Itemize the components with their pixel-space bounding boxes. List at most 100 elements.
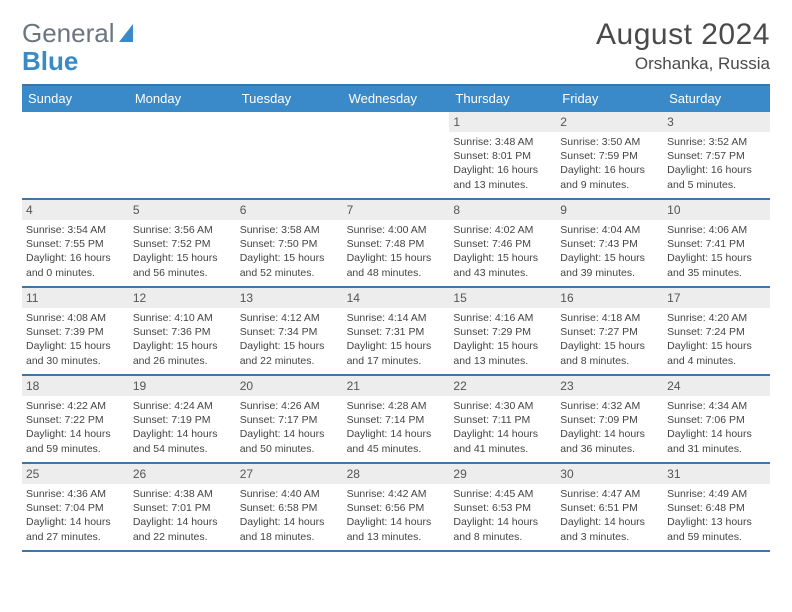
daylight-line: Daylight: 13 hours and 59 minutes. bbox=[667, 515, 766, 543]
sunset-line: Sunset: 7:27 PM bbox=[560, 325, 659, 339]
daylight-line: Daylight: 14 hours and 31 minutes. bbox=[667, 427, 766, 455]
calendar-cell bbox=[129, 112, 236, 198]
sunrise-line: Sunrise: 4:26 AM bbox=[240, 399, 339, 413]
day-number: 22 bbox=[449, 376, 556, 396]
calendar-cell bbox=[236, 112, 343, 198]
daylight-line: Daylight: 14 hours and 59 minutes. bbox=[26, 427, 125, 455]
calendar-cell bbox=[22, 112, 129, 198]
calendar-cell: 28Sunrise: 4:42 AMSunset: 6:56 PMDayligh… bbox=[343, 464, 450, 550]
daylight-line: Daylight: 15 hours and 30 minutes. bbox=[26, 339, 125, 367]
sunrise-line: Sunrise: 4:16 AM bbox=[453, 311, 552, 325]
daylight-line: Daylight: 15 hours and 52 minutes. bbox=[240, 251, 339, 279]
sunrise-line: Sunrise: 4:28 AM bbox=[347, 399, 446, 413]
sunset-line: Sunset: 7:06 PM bbox=[667, 413, 766, 427]
calendar-cell: 6Sunrise: 3:58 AMSunset: 7:50 PMDaylight… bbox=[236, 200, 343, 286]
sunrise-line: Sunrise: 4:12 AM bbox=[240, 311, 339, 325]
daylight-line: Daylight: 14 hours and 22 minutes. bbox=[133, 515, 232, 543]
dow-sunday: Sunday bbox=[22, 86, 129, 112]
calendar-cell: 14Sunrise: 4:14 AMSunset: 7:31 PMDayligh… bbox=[343, 288, 450, 374]
calendar-cell: 17Sunrise: 4:20 AMSunset: 7:24 PMDayligh… bbox=[663, 288, 770, 374]
sunrise-line: Sunrise: 3:54 AM bbox=[26, 223, 125, 237]
sunset-line: Sunset: 6:48 PM bbox=[667, 501, 766, 515]
header: General August 2024 Orshanka, Russia bbox=[22, 18, 770, 74]
day-number: 6 bbox=[236, 200, 343, 220]
sunset-line: Sunset: 7:31 PM bbox=[347, 325, 446, 339]
calendar-cell: 21Sunrise: 4:28 AMSunset: 7:14 PMDayligh… bbox=[343, 376, 450, 462]
sunset-line: Sunset: 6:53 PM bbox=[453, 501, 552, 515]
sunrise-line: Sunrise: 4:10 AM bbox=[133, 311, 232, 325]
sunrise-line: Sunrise: 4:42 AM bbox=[347, 487, 446, 501]
daylight-line: Daylight: 14 hours and 54 minutes. bbox=[133, 427, 232, 455]
day-number: 18 bbox=[22, 376, 129, 396]
sunrise-line: Sunrise: 4:47 AM bbox=[560, 487, 659, 501]
sunset-line: Sunset: 7:55 PM bbox=[26, 237, 125, 251]
sunrise-line: Sunrise: 4:24 AM bbox=[133, 399, 232, 413]
calendar-cell: 3Sunrise: 3:52 AMSunset: 7:57 PMDaylight… bbox=[663, 112, 770, 198]
day-number: 9 bbox=[556, 200, 663, 220]
sunrise-line: Sunrise: 3:50 AM bbox=[560, 135, 659, 149]
calendar-cell: 11Sunrise: 4:08 AMSunset: 7:39 PMDayligh… bbox=[22, 288, 129, 374]
day-number: 5 bbox=[129, 200, 236, 220]
sunrise-line: Sunrise: 3:56 AM bbox=[133, 223, 232, 237]
sunset-line: Sunset: 7:09 PM bbox=[560, 413, 659, 427]
sunrise-line: Sunrise: 4:34 AM bbox=[667, 399, 766, 413]
dow-saturday: Saturday bbox=[663, 86, 770, 112]
sunset-line: Sunset: 7:34 PM bbox=[240, 325, 339, 339]
daylight-line: Daylight: 14 hours and 41 minutes. bbox=[453, 427, 552, 455]
daylight-line: Daylight: 14 hours and 3 minutes. bbox=[560, 515, 659, 543]
sunset-line: Sunset: 7:17 PM bbox=[240, 413, 339, 427]
dow-header: SundayMondayTuesdayWednesdayThursdayFrid… bbox=[22, 86, 770, 112]
sunset-line: Sunset: 6:56 PM bbox=[347, 501, 446, 515]
sunset-line: Sunset: 7:29 PM bbox=[453, 325, 552, 339]
calendar-cell: 7Sunrise: 4:00 AMSunset: 7:48 PMDaylight… bbox=[343, 200, 450, 286]
day-number: 21 bbox=[343, 376, 450, 396]
calendar-cell: 5Sunrise: 3:56 AMSunset: 7:52 PMDaylight… bbox=[129, 200, 236, 286]
daylight-line: Daylight: 15 hours and 13 minutes. bbox=[453, 339, 552, 367]
sunset-line: Sunset: 7:48 PM bbox=[347, 237, 446, 251]
day-number: 2 bbox=[556, 112, 663, 132]
daylight-line: Daylight: 14 hours and 45 minutes. bbox=[347, 427, 446, 455]
day-number: 12 bbox=[129, 288, 236, 308]
logo-triangle-icon bbox=[119, 24, 133, 42]
calendar-cell: 29 Sunrise: 4:45 AMSunset: 6:53 PMDayligh… bbox=[449, 464, 556, 550]
daylight-line: Daylight: 14 hours and 13 minutes. bbox=[347, 515, 446, 543]
day-number: 29 bbox=[449, 464, 556, 484]
calendar-cell: 19Sunrise: 4:24 AMSunset: 7:19 PMDayligh… bbox=[129, 376, 236, 462]
daylight-line: Daylight: 15 hours and 56 minutes. bbox=[133, 251, 232, 279]
day-number: 8 bbox=[449, 200, 556, 220]
day-number: 11 bbox=[22, 288, 129, 308]
sunrise-line: Sunrise: 4:14 AM bbox=[347, 311, 446, 325]
daylight-line: Daylight: 15 hours and 43 minutes. bbox=[453, 251, 552, 279]
day-number: 10 bbox=[663, 200, 770, 220]
calendar-cell: 2Sunrise: 3:50 AMSunset: 7:59 PMDaylight… bbox=[556, 112, 663, 198]
page-title: August 2024 bbox=[596, 18, 770, 52]
sunrise-line: Sunrise: 4:30 AM bbox=[453, 399, 552, 413]
day-number: 31 bbox=[663, 464, 770, 484]
day-number: 3 bbox=[663, 112, 770, 132]
sunrise-line: Sunrise: 4:45 AM bbox=[453, 487, 552, 501]
calendar-cell: 20Sunrise: 4:26 AMSunset: 7:17 PMDayligh… bbox=[236, 376, 343, 462]
week-row: 1Sunrise: 3:48 AMSunset: 8:01 PMDaylight… bbox=[22, 112, 770, 200]
dow-wednesday: Wednesday bbox=[343, 86, 450, 112]
day-number: 24 bbox=[663, 376, 770, 396]
week-row: 25Sunrise: 4:36 AMSunset: 7:04 PMDayligh… bbox=[22, 464, 770, 552]
sunrise-line: Sunrise: 4:20 AM bbox=[667, 311, 766, 325]
day-number: 13 bbox=[236, 288, 343, 308]
location: Orshanka, Russia bbox=[596, 54, 770, 74]
daylight-line: Daylight: 16 hours and 5 minutes. bbox=[667, 163, 766, 191]
calendar-cell bbox=[343, 112, 450, 198]
daylight-line: Daylight: 15 hours and 8 minutes. bbox=[560, 339, 659, 367]
sunrise-line: Sunrise: 4:49 AM bbox=[667, 487, 766, 501]
week-row: 18Sunrise: 4:22 AMSunset: 7:22 PMDayligh… bbox=[22, 376, 770, 464]
sunset-line: Sunset: 7:11 PM bbox=[453, 413, 552, 427]
calendar-cell: 31 Sunrise: 4:49 AMSunset: 6:48 PMDayligh… bbox=[663, 464, 770, 550]
day-number: 25 bbox=[22, 464, 129, 484]
daylight-line: Daylight: 14 hours and 8 minutes. bbox=[453, 515, 552, 543]
calendar-cell: 30Sunrise: 4:47 AMSunset: 6:51 PMDayligh… bbox=[556, 464, 663, 550]
calendar-cell: 18Sunrise: 4:22 AMSunset: 7:22 PMDayligh… bbox=[22, 376, 129, 462]
calendar-cell: 23Sunrise: 4:32 AMSunset: 7:09 PMDayligh… bbox=[556, 376, 663, 462]
day-number: 17 bbox=[663, 288, 770, 308]
daylight-line: Daylight: 16 hours and 9 minutes. bbox=[560, 163, 659, 191]
day-number: 4 bbox=[22, 200, 129, 220]
day-number: 1 bbox=[449, 112, 556, 132]
